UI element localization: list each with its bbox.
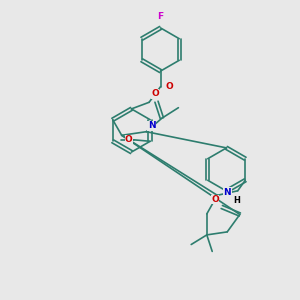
Text: O: O: [125, 135, 133, 144]
Text: O: O: [151, 89, 159, 98]
Text: N: N: [224, 188, 231, 197]
Text: O: O: [166, 82, 174, 91]
Text: F: F: [158, 12, 164, 21]
Text: O: O: [211, 195, 219, 204]
Text: N: N: [148, 121, 155, 130]
Text: H: H: [233, 196, 240, 205]
